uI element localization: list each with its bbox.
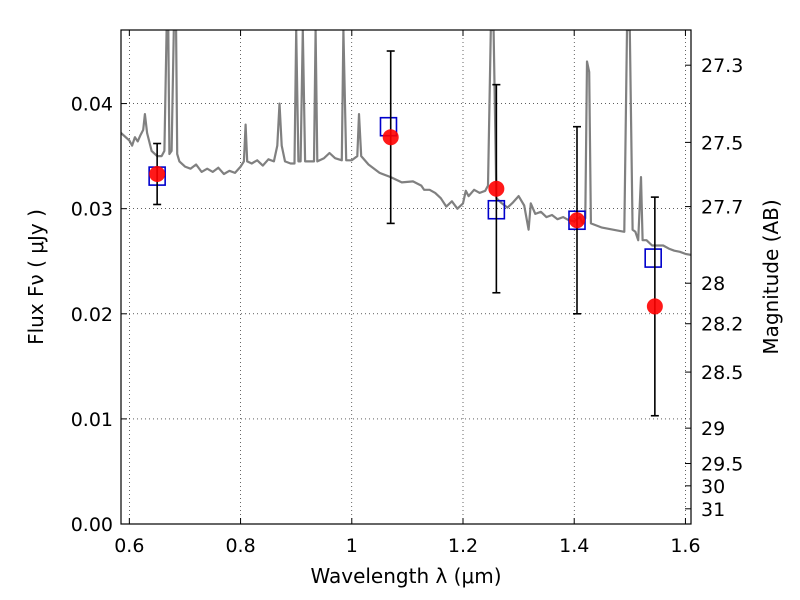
magnitude-tick-label: 30 <box>701 476 725 498</box>
y-tick-label: 0.02 <box>71 304 113 326</box>
observed-flux-point <box>382 129 399 146</box>
y-axis-title: Flux Fν ( μJy ) <box>24 209 48 345</box>
x-tick-label: 0.6 <box>114 535 144 557</box>
observed-flux-point <box>488 180 505 197</box>
magnitude-tick-label: 31 <box>701 499 725 521</box>
observed-flux-point <box>646 298 663 315</box>
grid <box>121 30 691 525</box>
magnitude-tick-label: 28 <box>701 273 725 295</box>
x-axis-title: Wavelength λ (μm) <box>310 564 501 588</box>
x-tick-label: 1.6 <box>670 535 700 557</box>
x-tick-label: 1 <box>346 535 358 557</box>
magnitude-tick-label: 28.2 <box>701 314 743 336</box>
y-tick-label: 0.03 <box>71 199 113 221</box>
magnitude-tick-label: 27.7 <box>701 197 743 219</box>
y-tick-label: 0.01 <box>71 409 113 431</box>
plot-frame <box>120 29 692 525</box>
y-tick-label: 0.00 <box>71 514 113 536</box>
y-tick-label: 0.04 <box>71 94 113 116</box>
spectrum-line <box>121 30 691 256</box>
x-tick-label: 0.8 <box>225 535 255 557</box>
observed-flux-point <box>149 165 166 182</box>
marker-layer <box>148 50 663 417</box>
magnitude-tick-label: 27.3 <box>701 55 743 77</box>
magnitude-axis-title: Magnitude (AB) <box>759 199 783 354</box>
magnitude-tick-label: 28.5 <box>701 362 743 384</box>
magnitude-tick-label: 29 <box>701 418 725 440</box>
ticks: 0.6 0.8 1 1.2 1.4 1.6 0.00 0.01 0.02 0.03 0.04 27.3… <box>71 30 743 557</box>
observed-flux-point <box>569 212 585 229</box>
x-tick-label: 1.2 <box>448 535 478 557</box>
spectrum-layer <box>121 30 691 256</box>
magnitude-tick-label: 27.5 <box>701 132 743 154</box>
magnitude-tick-label: 29.5 <box>701 454 743 476</box>
x-tick-label: 1.4 <box>559 535 589 557</box>
model-flux-square <box>644 248 662 268</box>
